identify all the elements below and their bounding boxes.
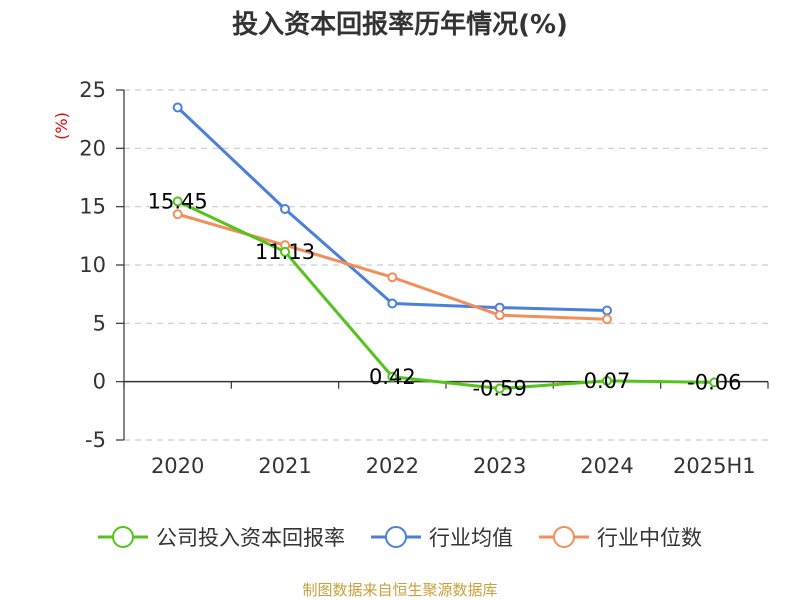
data-label: -0.06 [687, 370, 741, 394]
legend-marker [553, 526, 575, 548]
legend-item[interactable]: 行业均值 [371, 526, 513, 550]
series-point [387, 371, 398, 382]
legend-marker [112, 526, 134, 548]
series-point [172, 196, 183, 207]
data-labels: 15.45 11.13 0.42 -0.59 0.07 -0.06 [148, 189, 742, 400]
source-note: 制图数据来自恒生聚源数据库 [302, 581, 497, 599]
data-label: -0.59 [472, 377, 526, 401]
legend-item[interactable]: 行业中位数 [539, 526, 702, 550]
y-tick-label: -5 [85, 428, 106, 452]
chart-title: 投入资本回报率历年情况(%) [232, 9, 568, 40]
legend-label: 公司投入资本回报率 [156, 526, 345, 550]
series-point [280, 246, 290, 257]
series-point [387, 272, 398, 283]
x-tick-label: 2025H1 [673, 454, 756, 478]
x-tick-label: 2024 [580, 454, 633, 478]
series-point [280, 204, 290, 214]
series-line [177, 200, 715, 391]
y-tick-label: 10 [79, 253, 106, 277]
data-label: 15.45 [148, 189, 208, 213]
series-point [602, 375, 612, 386]
series-point [172, 102, 183, 113]
legend-item[interactable]: 公司投入资本回报率 [98, 526, 345, 550]
y-tick-label: 15 [79, 195, 106, 219]
data-label: 11.13 [255, 240, 315, 264]
series-point [387, 298, 398, 309]
x-tick-label: 2020 [151, 454, 204, 478]
legend-label: 行业中位数 [597, 526, 702, 550]
x-tick-label: 2021 [258, 454, 311, 478]
y-tick-label: 0 [93, 370, 106, 394]
series-point [709, 377, 720, 388]
series-point [494, 383, 505, 394]
series-point [602, 305, 612, 316]
data-label: 0.42 [369, 365, 416, 389]
axes: -5 0 5 10 15 20 25 2020 2021 2022 2023 2024 2025H1 [79, 78, 769, 478]
y-tick-label: 5 [93, 311, 106, 335]
gridlines [124, 89, 768, 441]
legend-marker [385, 526, 407, 548]
y-tick-label: 25 [79, 78, 106, 102]
series-point [172, 209, 183, 220]
series-point [494, 310, 505, 321]
x-tick-label: 2022 [366, 454, 419, 478]
x-tick-label: 2023 [473, 454, 526, 478]
legend[interactable]: 公司投入资本回报率 行业均值 行业中位数 [98, 526, 702, 550]
legend-label: 行业均值 [429, 526, 513, 550]
y-tick-label: 20 [79, 136, 106, 160]
series-point [602, 314, 612, 325]
data-label: 0.07 [584, 369, 631, 393]
series-lines [172, 102, 720, 394]
y-axis-unit-label: (%) [52, 112, 71, 140]
